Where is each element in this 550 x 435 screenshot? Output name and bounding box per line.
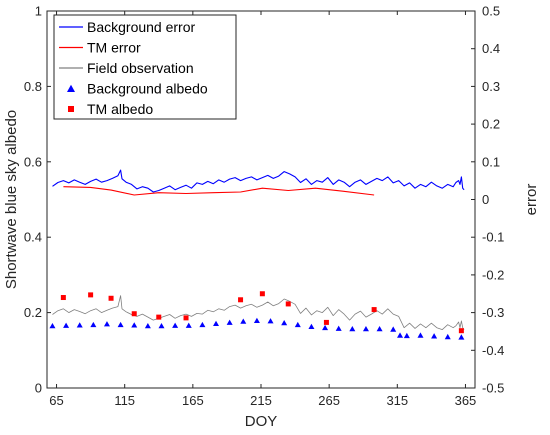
background-albedo-point <box>362 326 369 332</box>
background-error-line <box>52 169 465 193</box>
background-albedo-point <box>76 322 83 328</box>
background-albedo-point <box>281 319 288 326</box>
background-albedo-point <box>335 325 342 331</box>
background-albedo-point <box>267 318 274 324</box>
background-albedo-point <box>103 321 110 327</box>
x-tick-label: 215 <box>250 393 272 408</box>
y-right-tick-label: -0.3 <box>482 305 504 320</box>
background-albedo-point <box>431 333 438 339</box>
legend-label-field-observation: Field observation <box>87 60 194 76</box>
y-left-tick-label: 0.2 <box>24 305 42 320</box>
x-tick-label: 65 <box>49 393 63 408</box>
y-right-tick-label: 0.5 <box>482 4 500 19</box>
background-albedo-point <box>172 322 179 328</box>
background-albedo-point <box>226 319 233 325</box>
tm-albedo-point <box>259 291 265 297</box>
background-albedo-point <box>213 320 220 327</box>
legend-label-background-error: Background error <box>87 19 196 35</box>
y-right-tick-label: 0.1 <box>482 154 500 169</box>
y-right-tick-label: -0.4 <box>482 343 504 358</box>
x-tick-label: 365 <box>455 393 477 408</box>
legend-label-tm-error: TM error <box>87 40 141 56</box>
tm-albedo-point <box>458 328 464 334</box>
tm-albedo-point <box>371 307 377 313</box>
legend-box <box>53 14 237 120</box>
y-right-tick-label: -0.1 <box>482 230 504 245</box>
background-albedo-point <box>158 322 165 329</box>
x-tick-label: 315 <box>386 393 408 408</box>
tm-albedo-point <box>238 297 244 303</box>
tm-albedo-point <box>323 319 329 325</box>
legend-swatch-background-albedo <box>67 84 75 92</box>
tm-albedo-point <box>183 315 189 321</box>
legend: Background error TM error Field observatio… <box>53 14 237 120</box>
background-albedo-point <box>349 326 356 332</box>
tm-error-line <box>63 186 375 196</box>
background-albedo-point <box>131 322 138 328</box>
background-albedo-point <box>90 321 97 328</box>
background-albedo-point <box>403 332 410 339</box>
background-albedo-point <box>199 321 206 328</box>
background-albedo-point <box>240 318 247 324</box>
background-albedo-point <box>49 322 56 329</box>
background-albedo-point <box>390 326 397 332</box>
y-left-axis-label: Shortwave blue sky albedo <box>3 110 20 289</box>
background-albedo-point <box>63 322 70 328</box>
background-albedo-point <box>417 332 424 338</box>
y-left-tick-label: 1 <box>35 4 42 19</box>
tm-albedo-point <box>131 311 137 317</box>
background-albedo-point <box>458 334 465 340</box>
legend-label-background-albedo: Background albedo <box>87 81 208 97</box>
background-albedo-point <box>322 324 329 331</box>
background-albedo-point <box>308 323 315 330</box>
legend-swatch-tm-albedo <box>68 106 74 112</box>
y-right-tick-label: 0.4 <box>482 41 500 56</box>
x-axis-label: DOY <box>245 413 278 430</box>
field-observation-line <box>52 295 465 331</box>
tm-albedo-point <box>285 301 291 307</box>
y-right-tick-label: 0.2 <box>482 117 500 132</box>
y-right-axis-label: error <box>523 184 540 216</box>
background-albedo-point <box>444 333 451 340</box>
tm-albedo-point <box>156 314 162 320</box>
y-left-tick-label: 0.6 <box>24 154 42 169</box>
tm-albedo-point <box>60 295 66 301</box>
background-albedo-point <box>185 322 192 328</box>
x-tick-label: 115 <box>114 393 135 408</box>
legend-label-tm-albedo: TM albedo <box>87 101 153 117</box>
background-albedo-point <box>253 317 260 324</box>
x-tick-label: 165 <box>182 393 204 408</box>
y-right-tick-label: -0.2 <box>482 267 504 282</box>
y-right-tick-label: 0.3 <box>482 79 500 94</box>
background-albedo-point <box>376 326 383 332</box>
tm-albedo-point <box>108 295 114 301</box>
background-albedo-point <box>117 321 124 328</box>
x-tick-label: 265 <box>318 393 340 408</box>
background-albedo-point <box>144 322 151 329</box>
y-right-tick-label: -0.5 <box>482 381 504 396</box>
y-left-tick-label: 0.4 <box>24 230 42 245</box>
background-albedo-point <box>397 332 404 338</box>
tm-albedo-point <box>88 292 94 298</box>
y-left-tick-label: 0.8 <box>24 79 42 94</box>
background-albedo-point <box>294 321 301 328</box>
y-left-tick-label: 0 <box>35 381 42 396</box>
y-right-tick-label: 0 <box>482 192 489 207</box>
